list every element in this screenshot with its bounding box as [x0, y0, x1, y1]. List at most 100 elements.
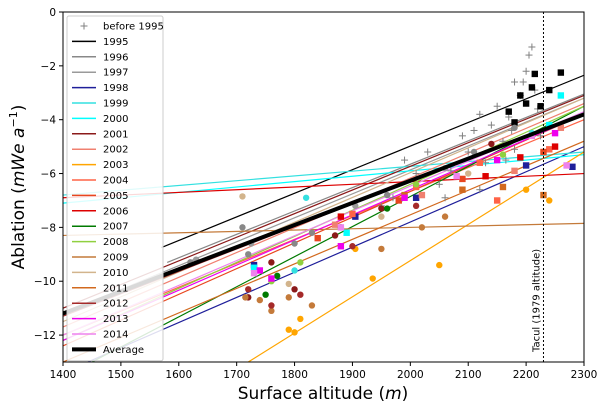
data-point-1998	[522, 162, 530, 169]
data-point-2000	[343, 229, 350, 236]
data-point-2009	[308, 302, 316, 309]
y-tick-label: −8	[41, 222, 56, 234]
data-point-before-1995	[401, 156, 409, 164]
data-point-2004	[546, 146, 553, 153]
legend-label: 2005	[103, 191, 128, 202]
legend-label: 2008	[103, 237, 128, 248]
data-point-2009	[378, 245, 385, 253]
data-point-2002	[331, 221, 339, 228]
data-point-before-1995	[519, 78, 527, 86]
y-tick-label: −10	[34, 276, 56, 288]
data-point-1999	[291, 267, 298, 274]
x-tick-label: 1600	[165, 369, 192, 381]
data-point-2009	[268, 307, 275, 315]
x-tick-label: 2300	[571, 369, 598, 381]
data-point-before-1995	[522, 67, 530, 75]
data-point-1995	[546, 86, 553, 94]
data-point-2009	[242, 294, 249, 301]
x-tick-label: 1400	[50, 369, 77, 381]
data-point-2003	[285, 326, 292, 333]
data-point-before-1995	[441, 194, 449, 202]
legend-item-before-1995: before 1995	[80, 22, 164, 33]
data-point-1995	[531, 70, 538, 78]
data-point-before-1995	[482, 159, 490, 167]
data-point-2004	[349, 210, 356, 218]
data-point-2013	[337, 243, 345, 250]
fit-line-2003	[247, 151, 584, 362]
data-point-2013	[401, 194, 408, 201]
data-point-2006	[517, 154, 524, 161]
data-point-2004	[493, 197, 501, 204]
data-point-before-1995	[502, 156, 510, 164]
data-point-before-1995	[528, 43, 536, 51]
data-point-2001	[378, 205, 385, 212]
legend-label: 2000	[103, 114, 128, 125]
legend-label: 2013	[103, 314, 128, 325]
data-point-before-1995	[525, 51, 533, 59]
legend-label: 2003	[103, 160, 128, 171]
data-point-2008	[297, 259, 304, 266]
data-point-2000	[546, 121, 553, 129]
data-point-2011	[459, 186, 466, 193]
data-point-2008	[412, 181, 420, 188]
data-point-1995	[522, 100, 530, 107]
data-point-2012	[268, 302, 275, 309]
data-point-2007	[273, 272, 281, 280]
data-point-2002	[511, 167, 518, 175]
legend-label: 2014	[103, 330, 128, 341]
legend-item-1995: 1995	[72, 37, 128, 48]
legend-label: 2011	[103, 283, 128, 294]
data-point-2014	[337, 224, 345, 231]
x-tick-label: 2000	[397, 369, 424, 381]
legend-item-2012: 2012	[72, 299, 128, 310]
data-point-2002	[418, 191, 426, 199]
data-point-2010	[465, 170, 472, 177]
data-point-2001	[268, 259, 275, 266]
x-tick-label: 1800	[281, 369, 308, 381]
data-point-before-1995	[476, 110, 484, 118]
data-point-before-1995	[487, 121, 495, 129]
data-point-2012	[245, 286, 252, 293]
legend-label: 1998	[103, 83, 128, 94]
data-point-before-1995	[537, 132, 545, 140]
data-point-2012	[349, 243, 356, 250]
legend-item-2010: 2010	[72, 268, 128, 279]
legend-item-1996: 1996	[72, 52, 128, 63]
data-point-2001	[331, 232, 339, 239]
data-point-2004	[476, 159, 483, 166]
data-point-2003	[522, 186, 530, 193]
x-tick-label: 2100	[455, 369, 482, 381]
data-point-2011	[540, 191, 547, 199]
data-point-1998	[412, 194, 420, 201]
data-point-1998	[569, 163, 576, 171]
x-tick-label: 1900	[339, 369, 366, 381]
legend-box	[66, 15, 164, 362]
data-point-2000	[250, 264, 258, 271]
data-point-2005	[314, 234, 321, 242]
legend-label: before 1995	[103, 22, 164, 33]
legend-item-2009: 2009	[72, 253, 128, 264]
data-point-2003	[297, 315, 304, 323]
x-axis-label: Surface altitude (m)	[238, 384, 409, 404]
legend-item-2001: 2001	[72, 129, 128, 140]
legend-item-1999: 1999	[72, 99, 128, 110]
data-point-1996	[239, 224, 246, 231]
data-point-2003	[546, 197, 553, 204]
x-tick-label: 2200	[513, 369, 540, 381]
legend-item-2014: 2014	[72, 330, 128, 341]
data-point-1996	[511, 124, 518, 131]
data-point-2009	[256, 296, 264, 304]
legend-item-1997: 1997	[72, 68, 128, 79]
legend-marker	[80, 22, 88, 30]
data-point-before-1995	[389, 194, 397, 202]
y-tick-label: −4	[41, 115, 57, 127]
legend-label: 2002	[103, 145, 128, 156]
y-tick-label: −12	[34, 330, 56, 342]
data-point-1996	[470, 148, 478, 156]
data-point-2012	[412, 202, 420, 210]
data-point-2003	[291, 329, 298, 336]
data-point-2003	[369, 275, 376, 282]
data-point-2014	[563, 162, 570, 169]
data-point-2009	[441, 213, 449, 220]
